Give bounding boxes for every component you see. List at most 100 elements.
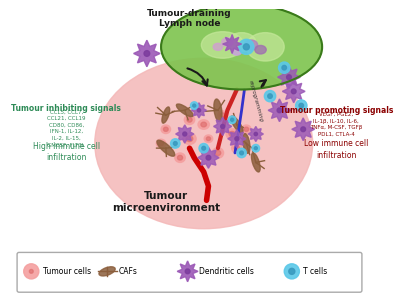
Ellipse shape (99, 267, 115, 276)
Polygon shape (268, 99, 291, 122)
Ellipse shape (220, 113, 225, 117)
Text: High immune cell
infiltration: High immune cell infiltration (33, 142, 100, 162)
Text: CAFs: CAFs (118, 267, 137, 276)
Ellipse shape (255, 45, 266, 54)
Ellipse shape (162, 107, 170, 123)
Ellipse shape (95, 58, 313, 229)
Ellipse shape (185, 269, 190, 274)
Text: Tumour-draining
Lymph node: Tumour-draining Lymph node (147, 9, 232, 28)
Circle shape (254, 147, 257, 150)
Ellipse shape (244, 127, 249, 131)
Text: Dendritic cells: Dendritic cells (199, 267, 254, 276)
Circle shape (240, 151, 244, 155)
Ellipse shape (144, 51, 150, 56)
Circle shape (173, 142, 177, 145)
Circle shape (268, 94, 272, 98)
Ellipse shape (213, 43, 223, 50)
Polygon shape (176, 125, 194, 143)
Ellipse shape (227, 33, 256, 52)
Ellipse shape (197, 109, 201, 112)
Ellipse shape (232, 143, 242, 153)
Ellipse shape (221, 124, 225, 128)
Ellipse shape (252, 153, 260, 172)
Ellipse shape (226, 129, 238, 139)
Ellipse shape (159, 141, 164, 146)
Text: reprogramming: reprogramming (248, 79, 264, 122)
Ellipse shape (212, 148, 224, 158)
Text: T cells: T cells (303, 267, 328, 276)
Circle shape (24, 264, 39, 279)
Ellipse shape (30, 269, 33, 273)
Ellipse shape (183, 132, 187, 136)
Polygon shape (177, 261, 198, 282)
Ellipse shape (254, 132, 258, 136)
Polygon shape (134, 40, 160, 67)
Ellipse shape (222, 38, 233, 47)
Circle shape (199, 143, 208, 153)
Ellipse shape (187, 117, 192, 122)
Polygon shape (248, 127, 263, 142)
Polygon shape (228, 130, 246, 148)
Circle shape (282, 66, 286, 70)
Ellipse shape (286, 75, 291, 79)
Polygon shape (292, 118, 314, 141)
Circle shape (193, 104, 196, 107)
Ellipse shape (198, 120, 209, 129)
Ellipse shape (178, 155, 183, 160)
Ellipse shape (156, 139, 166, 148)
Ellipse shape (176, 104, 193, 117)
Text: Tumour
microenvironment: Tumour microenvironment (112, 191, 220, 213)
Ellipse shape (244, 40, 258, 50)
FancyBboxPatch shape (17, 252, 362, 292)
Ellipse shape (175, 153, 185, 162)
Circle shape (202, 146, 206, 150)
Circle shape (284, 264, 299, 279)
Circle shape (299, 103, 304, 108)
Circle shape (289, 268, 295, 275)
Ellipse shape (201, 122, 206, 127)
Text: Tumour promoting signals: Tumour promoting signals (280, 106, 393, 114)
Polygon shape (191, 103, 206, 118)
Circle shape (231, 118, 234, 121)
Polygon shape (214, 117, 232, 136)
Ellipse shape (201, 32, 244, 58)
Circle shape (252, 144, 260, 152)
Circle shape (237, 148, 246, 158)
Ellipse shape (291, 89, 296, 94)
Circle shape (170, 139, 180, 148)
Circle shape (190, 102, 198, 109)
Ellipse shape (161, 125, 170, 133)
Ellipse shape (231, 116, 243, 133)
Ellipse shape (232, 48, 242, 55)
Text: Tumour inhibiting signals: Tumour inhibiting signals (12, 104, 121, 113)
Ellipse shape (214, 99, 222, 122)
Ellipse shape (161, 4, 322, 89)
Ellipse shape (157, 140, 175, 156)
Circle shape (228, 116, 236, 124)
Ellipse shape (204, 135, 213, 143)
Ellipse shape (242, 125, 251, 133)
Ellipse shape (183, 133, 196, 144)
Circle shape (239, 39, 254, 54)
Ellipse shape (164, 127, 168, 131)
Ellipse shape (229, 131, 235, 137)
Ellipse shape (206, 155, 211, 160)
Circle shape (243, 44, 249, 50)
Text: Low immune cell
infiltration: Low immune cell infiltration (304, 139, 368, 159)
Ellipse shape (277, 108, 282, 113)
Polygon shape (223, 34, 242, 53)
Polygon shape (282, 80, 305, 103)
Ellipse shape (186, 136, 193, 142)
Circle shape (264, 90, 276, 102)
Polygon shape (278, 66, 300, 88)
Ellipse shape (218, 111, 227, 119)
Ellipse shape (243, 133, 250, 153)
Ellipse shape (301, 127, 306, 132)
Text: Tumour cells: Tumour cells (43, 267, 91, 276)
Text: VEGF, PGE2,
IL-1β, IL-10, IL-6,
TNFα, M-CSF, TGFβ
PDL1, CTLA-4: VEGF, PGE2, IL-1β, IL-10, IL-6, TNFα, M-… (310, 112, 362, 137)
Ellipse shape (184, 115, 195, 124)
Polygon shape (198, 147, 219, 168)
Text: CCL5, CCL7,
CCL21, CCL19
CD80, CD86,
IFN-1, IL-12,
IL-2, IL-15,
GMCSF, FLT3L: CCL5, CCL7, CCL21, CCL19 CD80, CD86, IFN… (47, 109, 86, 147)
Ellipse shape (235, 137, 239, 141)
Ellipse shape (234, 146, 240, 151)
